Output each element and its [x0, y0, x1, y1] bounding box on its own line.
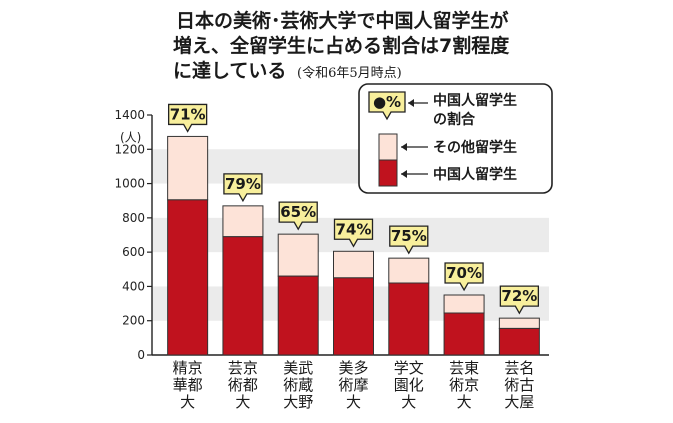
- category-label: 大: [457, 393, 472, 411]
- percent-label: 71%: [170, 105, 206, 123]
- bar-other: [222, 205, 264, 238]
- bar-chinese: [388, 282, 430, 356]
- legend-other-swatch: [378, 133, 398, 161]
- legend-pointer-head: [401, 170, 407, 178]
- legend-pointer-head: [401, 143, 407, 151]
- bar-chinese: [277, 275, 319, 356]
- bar-other: [388, 257, 430, 284]
- category-label: 芸東: [449, 359, 479, 377]
- category-label: 大野: [283, 393, 313, 411]
- y-axis-unit: (人): [120, 130, 141, 144]
- y-tick-label: 0: [137, 348, 145, 362]
- bar-chinese: [167, 199, 209, 356]
- legend-percent-label-2: の割合: [433, 111, 476, 128]
- bar-other: [498, 317, 540, 329]
- category-label: 園化: [394, 376, 424, 394]
- category-label: 学文: [394, 359, 424, 377]
- category-label: 大: [180, 393, 195, 411]
- y-tick-label: 1200: [114, 142, 145, 156]
- bar-chinese: [222, 236, 264, 356]
- bar-other: [333, 250, 374, 279]
- chart-note: (令和6年5月時点): [297, 66, 402, 81]
- bar-chinese: [443, 312, 485, 356]
- chart-title-line1: 日本の美術･芸術大学で中国人留学生が: [176, 9, 509, 32]
- category-label: 美多: [338, 359, 368, 377]
- category-label: 芸名: [504, 359, 534, 377]
- legend-pointer-head: [408, 99, 414, 107]
- legend-chinese-swatch: [378, 159, 398, 187]
- percent-badge: [223, 173, 263, 203]
- category-label: 術京: [449, 376, 479, 394]
- legend-other-label: その他留学生: [433, 139, 517, 156]
- category-label: 精京: [173, 359, 203, 377]
- category-label: 術摩: [338, 376, 368, 394]
- legend-box: [358, 83, 553, 194]
- y-tick-label: 600: [122, 245, 145, 259]
- percent-label: 65%: [280, 203, 316, 221]
- percent-badges: 71% 79% 65% 74% 75% 70% 72%: [167, 103, 540, 315]
- y-tick-label: 1000: [114, 177, 145, 191]
- percent-label: 70%: [446, 264, 482, 282]
- percent-badge: [333, 218, 374, 248]
- chart-title-line3: に達している: [173, 59, 286, 82]
- bar-chinese: [333, 277, 374, 356]
- category-label: 大: [346, 393, 361, 411]
- percent-label: 79%: [225, 175, 261, 193]
- bar-chinese: [498, 327, 540, 356]
- percent-label: 72%: [501, 287, 537, 305]
- category-label: 美武: [283, 359, 313, 377]
- bar-other: [443, 294, 485, 314]
- percent-badge: [389, 225, 429, 255]
- legend-percent-symbol: ●%: [373, 93, 401, 111]
- category-label: 華都: [173, 376, 203, 394]
- bar-other: [277, 233, 319, 277]
- percent-badge: [167, 103, 208, 133]
- category-label: 術蔵: [283, 376, 313, 394]
- percent-badge: [278, 201, 318, 231]
- bar-other: [167, 135, 209, 201]
- legend-percent-swatch: [368, 91, 406, 121]
- percent-badge: [444, 262, 484, 292]
- percent-label: 74%: [336, 220, 372, 238]
- category-label: 術都: [228, 376, 258, 394]
- legend-percent-label-1: 中国人留学生: [433, 92, 517, 109]
- y-tick-label: 1400: [114, 108, 145, 122]
- category-label: 芸京: [228, 359, 258, 377]
- y-tick-label: 400: [122, 279, 145, 293]
- percent-label: 75%: [391, 227, 427, 245]
- y-tick-label: 800: [122, 211, 145, 225]
- y-tick-label: 200: [122, 314, 145, 328]
- category-label: 術古: [504, 376, 534, 394]
- bars: [167, 135, 540, 356]
- percent-badge: [499, 285, 540, 315]
- legend-chinese-label: 中国人留学生: [433, 166, 517, 183]
- category-label: 大: [235, 393, 250, 411]
- chart-title-line2: 増え、全留学生に占める割合は7割程度: [173, 34, 510, 57]
- category-label: 大: [401, 393, 416, 411]
- category-label: 大屋: [504, 393, 534, 411]
